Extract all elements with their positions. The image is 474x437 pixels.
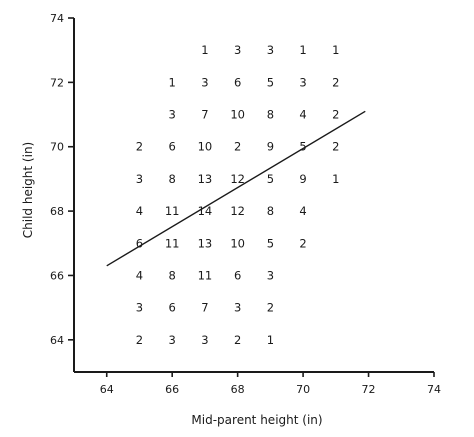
count-label: 14 [198, 204, 213, 218]
count-label: 7 [201, 301, 208, 315]
count-label: 5 [267, 75, 274, 89]
count-label: 3 [267, 268, 274, 282]
x-tick-label: 66 [165, 383, 179, 396]
count-label: 8 [267, 108, 274, 122]
count-label: 11 [165, 204, 180, 218]
count-label: 4 [299, 204, 306, 218]
count-label: 8 [169, 172, 176, 186]
count-label: 12 [230, 172, 245, 186]
count-label: 4 [136, 204, 143, 218]
y-tick-label: 74 [50, 12, 64, 25]
count-label: 10 [198, 140, 213, 154]
count-label: 2 [234, 140, 241, 154]
count-label: 3 [267, 43, 274, 57]
count-label: 4 [136, 268, 143, 282]
count-label: 9 [267, 140, 274, 154]
chart-axes [73, 18, 434, 373]
x-tick-label: 74 [427, 383, 441, 396]
x-axis-ticks: 64 66 68 70 72 74 [100, 372, 441, 396]
count-label: 5 [267, 236, 274, 250]
regression-line [106, 110, 366, 267]
count-label: 1 [299, 43, 306, 57]
count-label: 13 [198, 236, 213, 250]
count-label: 3 [234, 301, 241, 315]
count-label: 3 [234, 43, 241, 57]
count-label: 2 [332, 108, 339, 122]
count-label: 2 [136, 140, 143, 154]
x-tick-label: 72 [362, 383, 376, 396]
count-label: 3 [136, 172, 143, 186]
count-label: 5 [299, 140, 306, 154]
count-label: 11 [165, 236, 180, 250]
x-tick-label: 70 [296, 383, 310, 396]
count-label: 3 [136, 301, 143, 315]
count-label: 2 [299, 236, 306, 250]
count-label: 6 [169, 301, 176, 315]
y-tick-label: 72 [50, 76, 64, 89]
count-label: 8 [169, 268, 176, 282]
count-label: 4 [299, 108, 306, 122]
y-tick-label: 68 [50, 205, 64, 218]
y-tick-label: 64 [50, 334, 64, 347]
count-label: 3 [201, 75, 208, 89]
count-label: 1 [169, 75, 176, 89]
count-label: 5 [267, 172, 274, 186]
y-tick-label: 70 [50, 141, 64, 154]
count-label: 2 [136, 333, 143, 347]
count-label: 1 [332, 43, 339, 57]
count-label: 8 [267, 204, 274, 218]
count-label: 6 [234, 268, 241, 282]
count-label: 9 [299, 172, 306, 186]
x-tick-label: 64 [100, 383, 114, 396]
count-label: 2 [267, 301, 274, 315]
count-label: 1 [267, 333, 274, 347]
count-label: 1 [332, 172, 339, 186]
count-label: 3 [201, 333, 208, 347]
count-label: 13 [198, 172, 213, 186]
y-axis-title: Child height (in) [21, 142, 35, 238]
count-label: 1 [201, 43, 208, 57]
x-axis-title: Mid-parent height (in) [191, 413, 322, 427]
count-label: 10 [230, 236, 245, 250]
count-label: 2 [332, 140, 339, 154]
count-label: 6 [169, 140, 176, 154]
count-labels: 1 3 3 1 11 3 6 5 3 23 7 10 8 4 22 6 10 2 9 5 23 8 13 12 5 9 14 11 14… [136, 43, 340, 347]
count-label: 11 [198, 268, 213, 282]
count-label: 10 [230, 108, 245, 122]
count-label: 2 [234, 333, 241, 347]
count-label: 12 [230, 204, 245, 218]
count-label: 3 [299, 75, 306, 89]
count-label: 3 [169, 108, 176, 122]
y-axis-ticks: 64 66 68 70 72 74 [50, 12, 74, 347]
count-label: 6 [234, 75, 241, 89]
count-label: 3 [169, 333, 176, 347]
count-label: 6 [136, 236, 143, 250]
count-label: 2 [332, 75, 339, 89]
y-tick-label: 66 [50, 269, 64, 282]
x-tick-label: 68 [231, 383, 245, 396]
count-label: 7 [201, 108, 208, 122]
